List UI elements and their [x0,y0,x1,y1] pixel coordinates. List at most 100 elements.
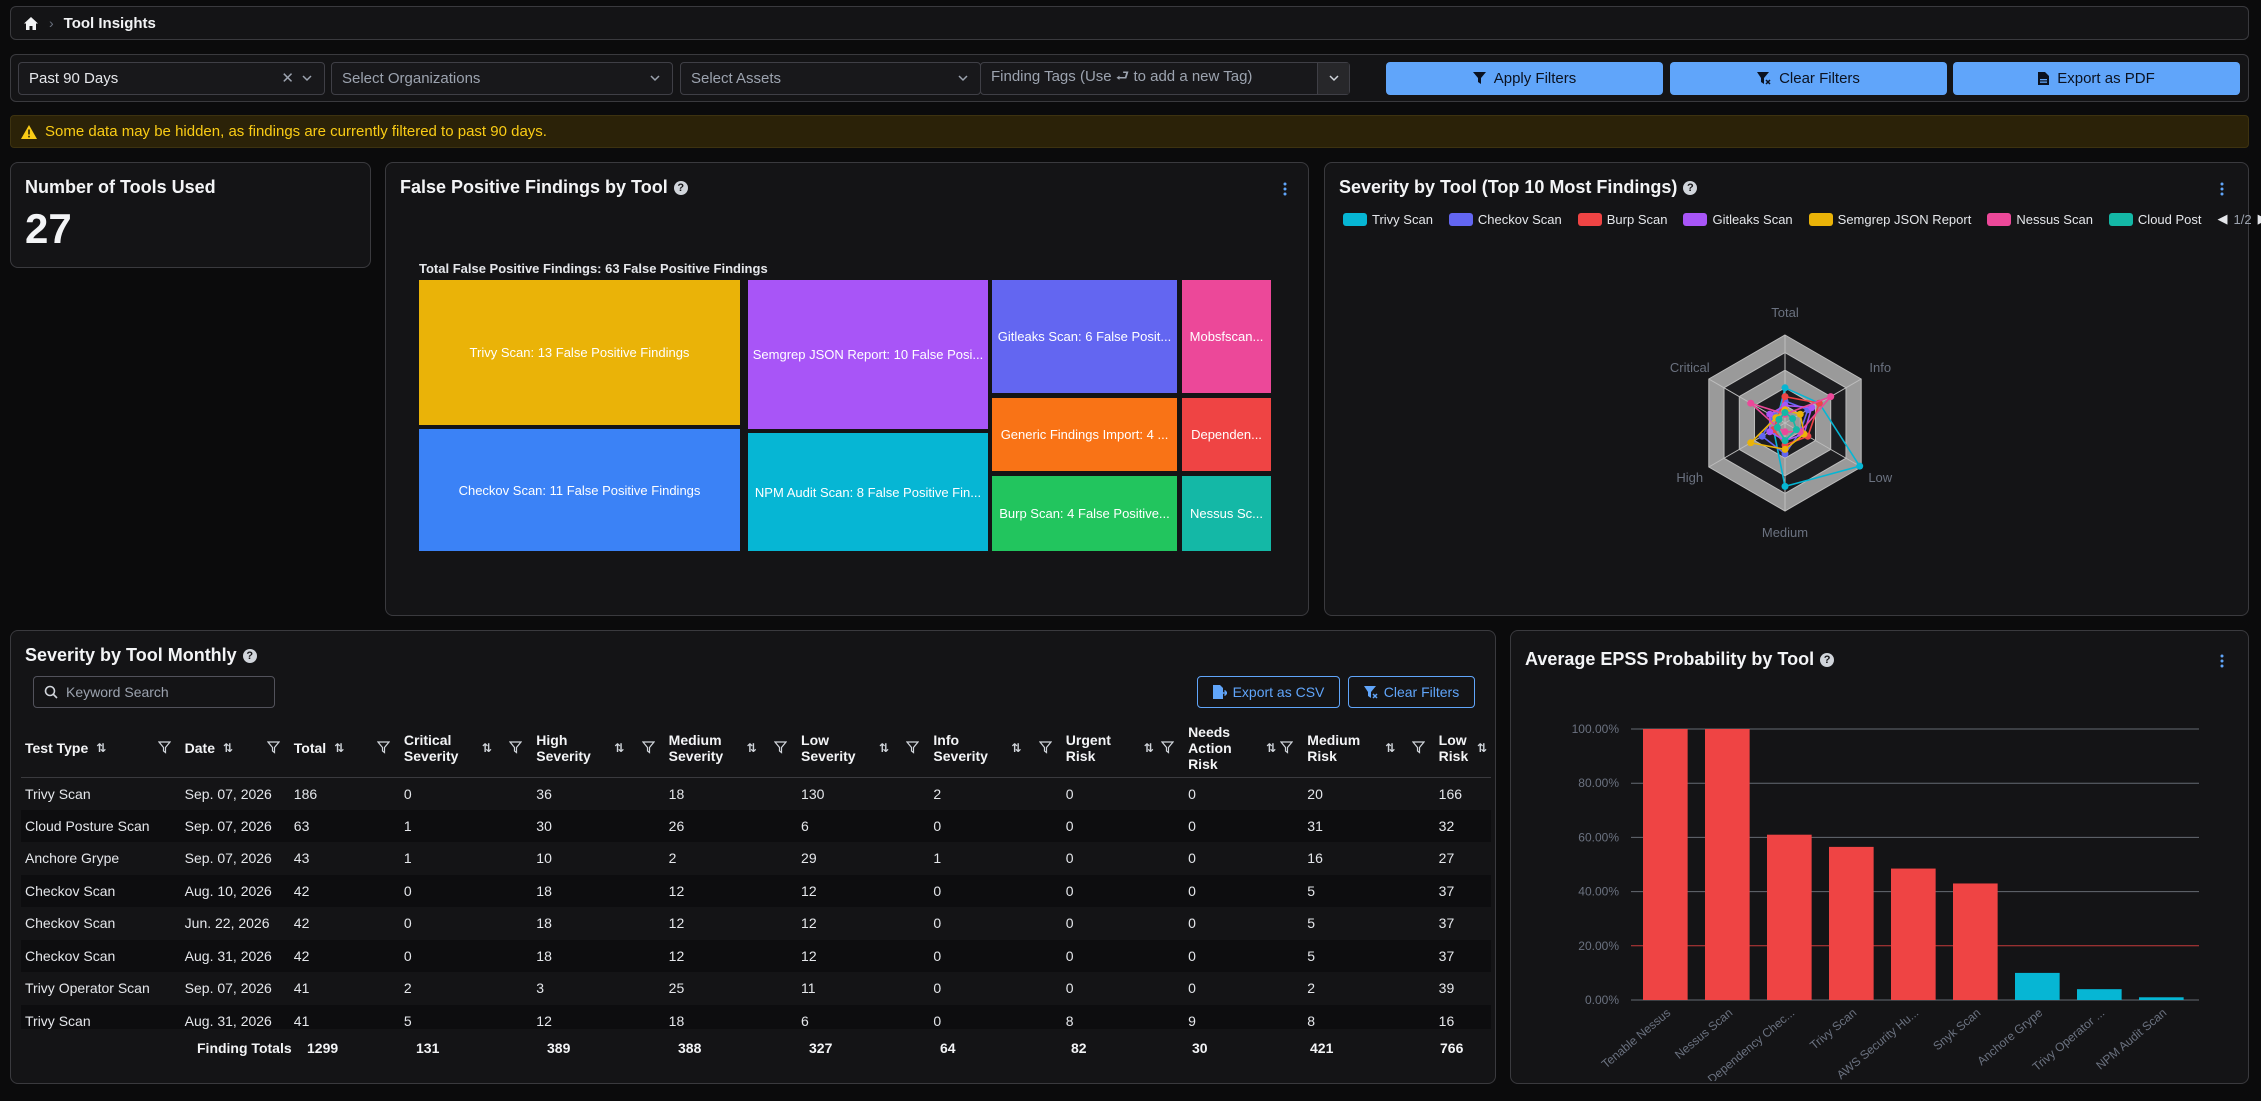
legend-item[interactable]: Trivy Scan [1343,212,1433,227]
legend-item[interactable]: Cloud Post [2108,212,2202,227]
help-icon[interactable]: ? [1683,180,1698,195]
column-header[interactable]: High Severity ⇅ [532,719,665,778]
radar-series-point[interactable] [1775,415,1783,423]
table-row[interactable]: Checkov Scan Aug. 10, 2026 42 0 18 12 12 0 0 0 5 37 [21,874,1491,907]
column-header[interactable]: Medium Risk ⇅ [1303,719,1435,778]
table-row[interactable]: Trivy Scan Aug. 31, 2026 41 5 12 18 6 0 8 9 8 16 [21,1004,1491,1029]
radar-series-point[interactable] [1773,423,1781,431]
column-header[interactable]: Critical Severity ⇅ [399,719,533,778]
kebab-menu-icon[interactable] [2219,181,2225,197]
column-filter-icon[interactable] [266,741,280,754]
epss-bar[interactable] [1705,729,1750,1000]
column-header[interactable]: Urgent Risk ⇅ [1061,719,1185,778]
sort-icon[interactable]: ⇅ [879,740,890,755]
sort-icon[interactable]: ⇅ [614,740,625,755]
column-header[interactable]: Needs Action Risk ⇅ [1184,719,1304,778]
table-row[interactable]: Trivy Operator Scan Sep. 07, 2026 41 2 3 25 11… [21,972,1491,1005]
epss-bar[interactable] [1829,846,1874,1000]
caret-left-icon[interactable]: ◀ [2217,211,2228,226]
sort-icon[interactable]: ⇅ [481,740,492,755]
radar-series-point[interactable] [1781,384,1789,392]
epss-bar[interactable] [1767,834,1812,1000]
column-filter-icon[interactable] [1280,741,1294,754]
legend-item[interactable]: Checkov Scan [1448,212,1562,227]
column-header[interactable]: Low Severity ⇅ [797,719,930,778]
radar-series-point[interactable] [1781,428,1789,436]
treemap-tile[interactable]: Semgrep JSON Report: 10 False Posi... [748,280,988,429]
home-icon[interactable] [23,16,39,31]
export-pdf-button[interactable]: Export as PDF [1953,62,2240,95]
column-filter-icon[interactable] [1038,741,1052,754]
column-header[interactable]: Test Type ⇅ [21,719,181,778]
kebab-menu-icon[interactable] [1282,181,1288,197]
column-header[interactable]: Info Severity ⇅ [929,719,1062,778]
finding-tags-input[interactable]: Finding Tags (Use ⮐ to add a new Tag) [980,62,1350,95]
radar-series-point[interactable] [1789,415,1797,423]
table-row[interactable]: Checkov Scan Jun. 22, 2026 42 0 18 12 12 0 0 0 5 37 [21,907,1491,940]
radar-series-point[interactable] [1781,437,1789,445]
epss-bar[interactable] [1643,729,1688,1000]
treemap-tile[interactable]: Nessus Sc... [1182,476,1271,551]
kebab-menu-icon[interactable] [2219,653,2225,669]
column-header[interactable]: Low Risk ⇅ [1434,719,1491,778]
table-row[interactable]: Anchore Grype Sep. 07, 2026 43 1 10 2 29 1 0 0 16 2… [21,842,1491,875]
legend-item[interactable]: Nessus Scan [1987,212,2093,227]
sort-icon[interactable]: ⇅ [746,740,757,755]
table-row[interactable]: Checkov Scan Aug. 31, 2026 42 0 18 12 12 0 0 0 5 37 [21,939,1491,972]
sort-icon[interactable]: ⇅ [1385,740,1396,755]
epss-bar[interactable] [1953,883,1998,1000]
radar-series-point[interactable] [1827,393,1835,401]
epss-bar[interactable] [1891,868,1936,1000]
help-icon[interactable]: ? [1820,652,1835,667]
radar-series-point[interactable] [1781,393,1789,401]
clear-icon[interactable]: ✕ [281,70,294,87]
table-row[interactable]: Trivy Scan Sep. 07, 2026 186 0 36 18 130 2 0 0 20 1… [21,777,1491,810]
radar-series-point[interactable] [1796,410,1804,418]
treemap-tile[interactable]: NPM Audit Scan: 8 False Positive Fin... [748,433,988,551]
table-clear-filters-button[interactable]: Clear Filters [1348,676,1475,708]
epss-bar[interactable] [2139,997,2184,1000]
column-filter-icon[interactable] [157,741,171,754]
table-scroll-area[interactable]: Test Type ⇅ Date ⇅ Total ⇅ Critical Severity ⇅ H… [11,631,1507,1029]
table-row[interactable]: Cloud Posture Scan Sep. 07, 2026 63 1 30 26 6 0… [21,809,1491,842]
sort-icon[interactable]: ⇅ [223,740,234,755]
assets-select[interactable]: Select Assets [680,62,981,95]
legend-item[interactable]: Semgrep JSON Report [1808,212,1971,227]
column-filter-icon[interactable] [1161,741,1175,754]
sort-icon[interactable]: ⇅ [1476,740,1487,755]
treemap-tile[interactable]: Gitleaks Scan: 6 False Posit... [992,280,1177,393]
apply-filters-button[interactable]: Apply Filters [1386,62,1663,95]
column-header[interactable]: Medium Severity ⇅ [664,719,798,778]
treemap-tile[interactable]: Generic Findings Import: 4 ... [992,398,1177,471]
column-header[interactable]: Date ⇅ [180,719,290,778]
epss-bar[interactable] [2015,972,2060,1000]
radar-series-point[interactable] [1766,428,1774,436]
help-icon[interactable]: ? [673,180,688,195]
sort-icon[interactable]: ⇅ [1011,740,1022,755]
column-filter-icon[interactable] [1411,741,1425,754]
export-csv-button[interactable]: Export as CSV [1197,676,1340,708]
column-header[interactable]: Total ⇅ [289,719,400,778]
legend-item[interactable]: Gitleaks Scan [1683,212,1793,227]
treemap-tile[interactable]: Burp Scan: 4 False Positive... [992,476,1177,551]
radar-series-point[interactable] [1758,432,1766,440]
column-filter-icon[interactable] [509,741,523,754]
radar-series-point[interactable] [1747,399,1755,407]
sort-icon[interactable]: ⇅ [1143,740,1154,755]
radar-series-point[interactable] [1792,426,1800,434]
radar-series-point[interactable] [1747,439,1755,447]
sort-icon[interactable]: ⇅ [96,740,107,755]
legend-item[interactable]: Burp Scan [1577,212,1667,227]
radar-series-point[interactable] [1766,410,1774,418]
treemap-tile[interactable]: Trivy Scan: 13 False Positive Findings [419,280,740,425]
column-filter-icon[interactable] [376,741,390,754]
column-filter-icon[interactable] [774,741,788,754]
column-filter-icon[interactable] [906,741,920,754]
column-filter-icon[interactable] [641,741,655,754]
radar-series-point[interactable] [1808,404,1816,412]
treemap-tile[interactable]: Checkov Scan: 11 False Positive Findings [419,429,740,551]
tags-dropdown-toggle[interactable] [1317,63,1349,94]
help-icon[interactable]: ? [242,648,257,663]
radar-series-point[interactable] [1856,462,1864,470]
organizations-select[interactable]: Select Organizations [331,62,673,95]
